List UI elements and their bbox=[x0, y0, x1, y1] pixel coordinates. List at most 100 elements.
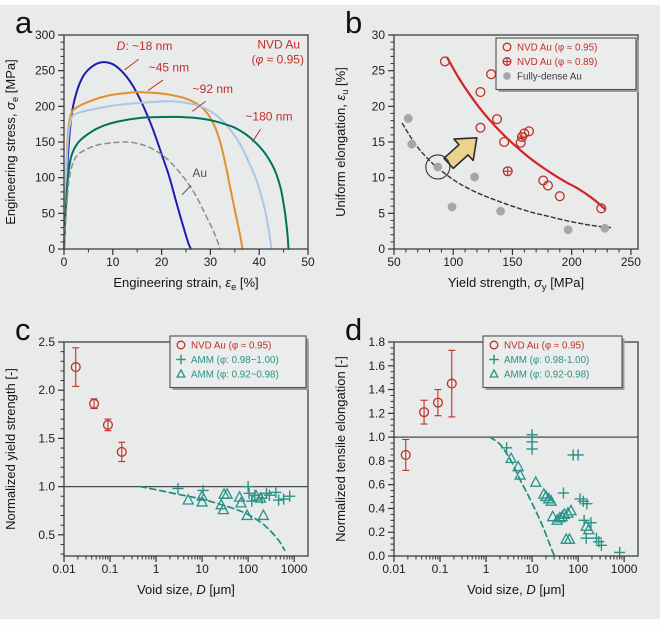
panel-c: c 0.01 0.1 1 10 100 1000 Void size, D [μm] 0.5 1… bbox=[0, 312, 330, 619]
block-arrow bbox=[443, 137, 478, 170]
svg-text:1.2: 1.2 bbox=[368, 406, 385, 420]
x-axis: 0.01 0.1 1 10 100 1000 Void size, D [μm] bbox=[382, 556, 638, 597]
panel-a: a D: ~18 nm ~45 nm ~92 nm ~180 nm NVD Au (φ ≈… bbox=[0, 5, 330, 312]
legend: NVD Au (φ ≈ 0.95) AMM (φ: 0.98-1.00) AMM (… bbox=[482, 335, 625, 390]
panel-d: d 0.01 0.1 1 10 100 1000 Void size, D [μm] 0.0 0… bbox=[330, 312, 660, 619]
svg-text:0.0: 0.0 bbox=[368, 549, 385, 563]
svg-text:100: 100 bbox=[238, 562, 258, 576]
annotation-label-nvd-au: NVD Au bbox=[257, 38, 300, 52]
svg-text:250: 250 bbox=[621, 255, 641, 269]
svg-text:40: 40 bbox=[253, 255, 267, 269]
svg-text:Engineering strain, εe [%]: Engineering strain, εe [%] bbox=[113, 275, 258, 292]
svg-text:100: 100 bbox=[568, 562, 588, 576]
series-nvd-au-phi-0-89 bbox=[502, 131, 527, 177]
svg-text:300: 300 bbox=[35, 28, 55, 42]
legend-label: AMM (φ: 0.92~0.98) bbox=[191, 370, 279, 381]
svg-text:200: 200 bbox=[35, 99, 55, 113]
series-amm-0-98-1-00 bbox=[172, 480, 296, 507]
series-nvd-au-d-92nm bbox=[63, 100, 273, 250]
series-fully-dense-trend bbox=[401, 122, 612, 229]
svg-text:1: 1 bbox=[483, 562, 490, 576]
svg-text:0.1: 0.1 bbox=[102, 562, 119, 576]
svg-text:0: 0 bbox=[61, 255, 68, 269]
svg-text:150: 150 bbox=[502, 255, 522, 269]
svg-text:Normalized tensile elongation: Normalized tensile elongation [-] bbox=[333, 356, 348, 542]
svg-text:200: 200 bbox=[562, 255, 582, 269]
panel-letter-b: b bbox=[345, 5, 363, 40]
svg-text:0.2: 0.2 bbox=[368, 525, 385, 539]
series-nvd-au-d-18nm bbox=[63, 61, 192, 250]
svg-text:0: 0 bbox=[48, 242, 55, 256]
svg-text:1.6: 1.6 bbox=[368, 359, 385, 373]
legend-label: NVD Au (φ ≈ 0.95) bbox=[517, 43, 597, 54]
series-amm-trend bbox=[139, 485, 286, 552]
x-axis: 0.01 0.1 1 10 100 1000 Void size, D [μm] bbox=[52, 556, 308, 597]
series-amm-trend bbox=[488, 436, 556, 557]
series-nvd-au-trend bbox=[446, 56, 606, 211]
svg-text:1000: 1000 bbox=[281, 562, 308, 576]
svg-text:100: 100 bbox=[443, 255, 463, 269]
y-axis: 0.5 1.0 1.5 2.0 2.5 Normalized yield strength… bbox=[3, 335, 64, 555]
series-nvd-au-d-180nm bbox=[63, 115, 290, 250]
legend-label: Fully-dense Au bbox=[517, 72, 582, 83]
series-nvd-au-phi-0-95 bbox=[70, 347, 127, 463]
series-fully-dense-au bbox=[403, 114, 610, 235]
panel-letter-d: d bbox=[345, 312, 363, 347]
svg-text:0.01: 0.01 bbox=[382, 562, 406, 576]
svg-text:Void size, D [μm]: Void size, D [μm] bbox=[467, 582, 565, 597]
annotation-label-porosity: (φ ≈ 0.95) bbox=[252, 53, 304, 67]
legend-label: AMM (φ: 0.92-0.98) bbox=[504, 370, 589, 381]
svg-text:1000: 1000 bbox=[611, 562, 638, 576]
svg-text:10: 10 bbox=[106, 255, 120, 269]
svg-text:0.8: 0.8 bbox=[368, 454, 385, 468]
svg-text:0.1: 0.1 bbox=[432, 562, 449, 576]
svg-text:1: 1 bbox=[153, 562, 160, 576]
svg-text:2.0: 2.0 bbox=[38, 383, 55, 397]
svg-text:1.0: 1.0 bbox=[368, 430, 385, 444]
leader-line bbox=[124, 58, 139, 71]
svg-text:50: 50 bbox=[301, 255, 315, 269]
svg-text:1.5: 1.5 bbox=[38, 431, 55, 445]
chart-c: 0.01 0.1 1 10 100 1000 Void size, D [μm] 0.5 1.0… bbox=[3, 335, 309, 597]
annotation-label-180nm: ~180 nm bbox=[245, 110, 292, 124]
svg-text:Uniform elongation, εu [%]: Uniform elongation, εu [%] bbox=[333, 67, 350, 217]
legend-label: AMM (φ: 0.98-1.00) bbox=[504, 355, 589, 366]
svg-text:2.5: 2.5 bbox=[38, 335, 55, 349]
x-axis: 0 10 20 30 40 50 Engineering strain, εe [%] bbox=[61, 249, 315, 292]
leader-line bbox=[192, 100, 206, 112]
svg-text:10: 10 bbox=[525, 562, 539, 576]
panel-letter-c: c bbox=[15, 312, 31, 347]
svg-text:50: 50 bbox=[387, 255, 401, 269]
series-fully-dense-au bbox=[63, 141, 221, 250]
svg-text:0.4: 0.4 bbox=[368, 501, 385, 515]
svg-text:0.01: 0.01 bbox=[52, 562, 76, 576]
series-amm-0-92-0-98 bbox=[505, 451, 595, 544]
x-axis: 50 100 150 200 250 Yield strength, σy [MPa] bbox=[387, 249, 641, 292]
legend-label: AMM (φ: 0.98~1.00) bbox=[191, 355, 279, 366]
highlight-circle bbox=[425, 154, 451, 180]
svg-text:Engineering stress, σe [MPa]: Engineering stress, σe [MPa] bbox=[3, 59, 20, 225]
svg-text:250: 250 bbox=[35, 64, 55, 78]
chart-d: 0.01 0.1 1 10 100 1000 Void size, D [μm] 0.0 0.2… bbox=[333, 335, 639, 597]
leader-line bbox=[147, 79, 164, 92]
svg-text:Yield strength, σy [MPa]: Yield strength, σy [MPa] bbox=[448, 275, 584, 292]
svg-text:0.6: 0.6 bbox=[368, 478, 385, 492]
annotation-label-45nm: ~45 nm bbox=[149, 60, 189, 74]
annotation-label-18nm: D: ~18 nm bbox=[117, 39, 173, 53]
annotation-label-au: Au bbox=[192, 166, 207, 180]
svg-text:1.0: 1.0 bbox=[38, 480, 55, 494]
legend-label: NVD Au (φ ≈ 0.95) bbox=[504, 341, 584, 352]
svg-text:0.5: 0.5 bbox=[38, 528, 55, 542]
series-amm-0-92-0-98 bbox=[182, 487, 270, 521]
svg-text:150: 150 bbox=[35, 135, 55, 149]
series-nvd-au-d-45nm bbox=[63, 91, 244, 250]
svg-text:10: 10 bbox=[372, 171, 386, 185]
series-nvd-au-phi-0-95 bbox=[400, 349, 457, 471]
svg-text:25: 25 bbox=[372, 64, 386, 78]
svg-text:Normalized yield strength [-]: Normalized yield strength [-] bbox=[3, 368, 18, 530]
svg-text:5: 5 bbox=[378, 206, 385, 220]
panel-letter-a: a bbox=[15, 5, 33, 40]
legend: NVD Au (φ ≈ 0.95) AMM (φ: 0.98~1.00) AMM (… bbox=[169, 335, 309, 390]
svg-text:0: 0 bbox=[378, 242, 385, 256]
